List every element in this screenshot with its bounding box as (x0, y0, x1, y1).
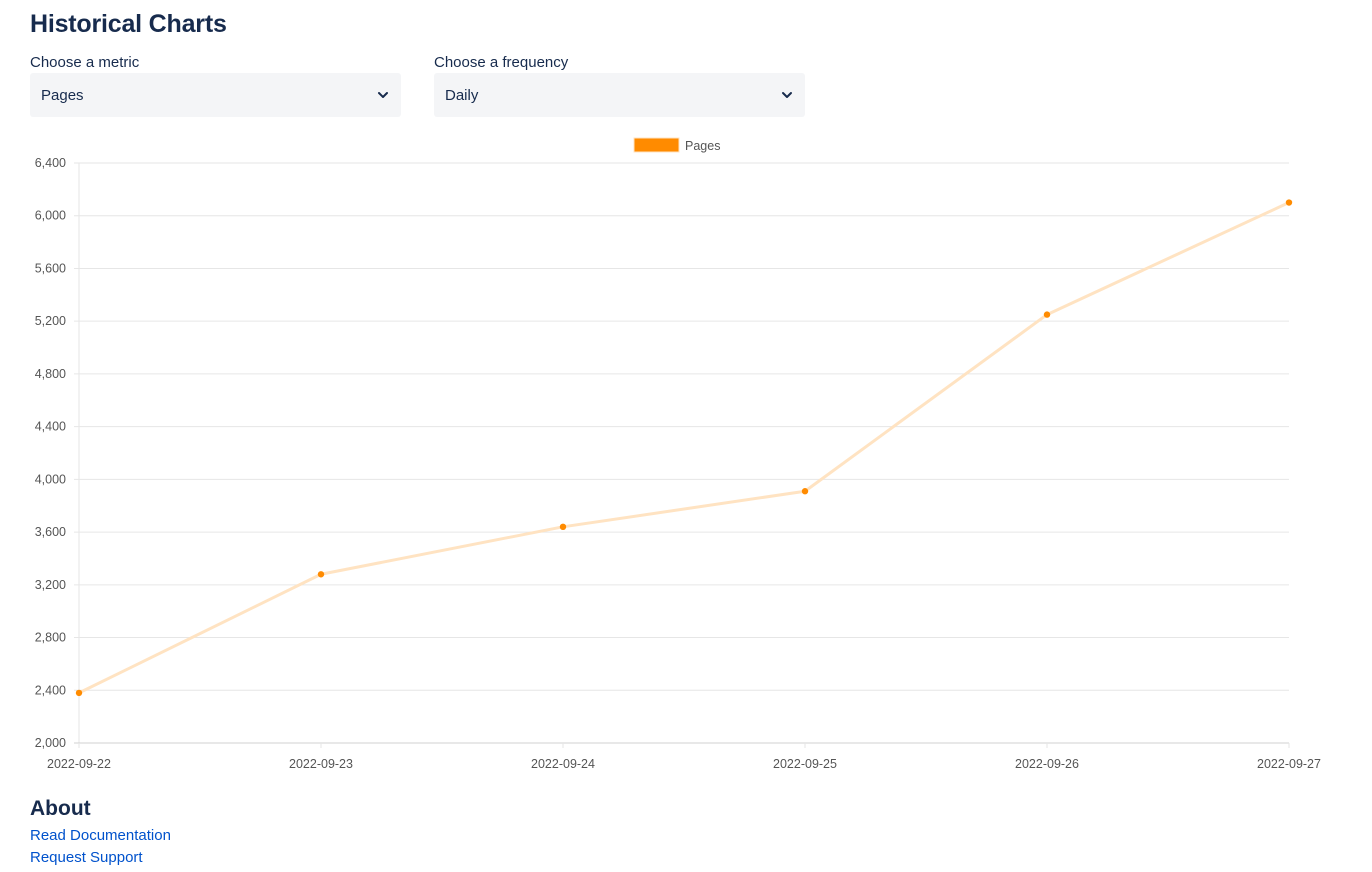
x-tick-label: 2022-09-23 (289, 757, 353, 771)
read-documentation-link[interactable]: Read Documentation (30, 827, 171, 844)
request-support-link[interactable]: Request Support (30, 849, 143, 866)
x-tick-label: 2022-09-25 (773, 757, 837, 771)
y-tick-label: 2,000 (35, 736, 66, 750)
data-point (801, 488, 809, 495)
data-point (317, 571, 325, 578)
x-tick-label: 2022-09-27 (1257, 757, 1321, 771)
y-tick-label: 3,600 (35, 525, 66, 539)
x-tick-label: 2022-09-22 (47, 757, 111, 771)
y-tick-label: 3,200 (35, 578, 66, 592)
y-tick-label: 2,800 (35, 631, 66, 645)
y-tick-label: 6,400 (35, 156, 66, 170)
frequency-select[interactable]: Daily (434, 73, 805, 117)
about-title: About (30, 797, 91, 820)
data-point (1285, 199, 1293, 206)
y-tick-label: 4,400 (35, 420, 66, 434)
y-tick-label: 6,000 (35, 209, 66, 223)
y-tick-label: 2,400 (35, 683, 66, 697)
chevron-down-icon (780, 88, 794, 102)
series-line (78, 201, 1290, 695)
data-point (1043, 311, 1051, 318)
frequency-select-value: Daily (445, 86, 479, 104)
legend-label: Pages (685, 139, 720, 153)
x-tick-label: 2022-09-26 (1015, 757, 1079, 771)
line-chart: 2,000 2,400 2,800 3,200 3,600 4,000 4,400 4,800… (35, 137, 1321, 771)
metric-select-value: Pages (41, 86, 84, 104)
data-point (75, 689, 83, 697)
metric-select[interactable]: Pages (30, 73, 401, 117)
frequency-label: Choose a frequency (434, 54, 569, 71)
y-tick-label: 5,600 (35, 261, 66, 275)
frequency-control: Choose a frequency Daily (434, 54, 805, 117)
x-tick-label: 2022-09-24 (531, 757, 595, 771)
y-tick-label: 4,000 (35, 472, 66, 486)
data-point (559, 523, 567, 531)
page-title: Historical Charts (30, 10, 227, 38)
metric-control: Choose a metric Pages (30, 54, 401, 117)
legend-swatch (633, 137, 680, 153)
y-tick-label: 4,800 (35, 367, 66, 381)
y-tick-label: 5,200 (35, 314, 66, 328)
chevron-down-icon (376, 88, 390, 102)
metric-label: Choose a metric (30, 54, 140, 71)
